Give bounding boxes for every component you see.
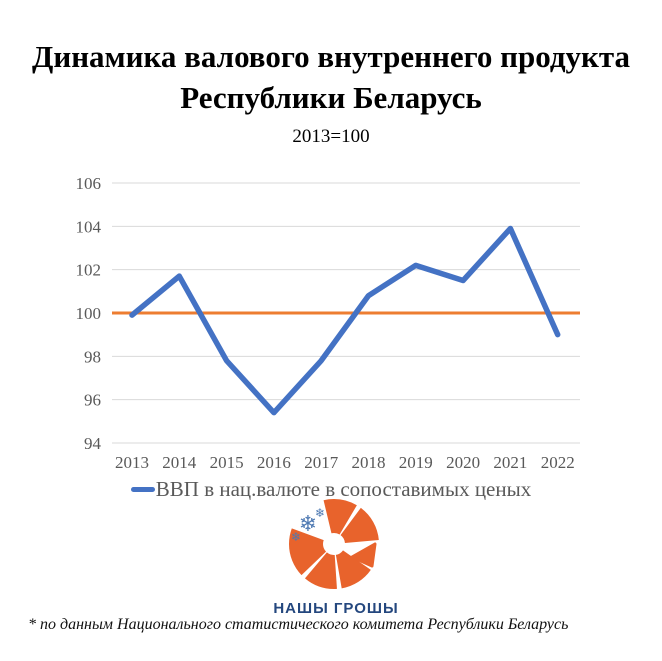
x-tick-label: 2015 bbox=[210, 453, 244, 472]
coin-detached-segment bbox=[350, 542, 377, 568]
y-tick-label: 100 bbox=[76, 304, 102, 323]
logo-text: НАШЫ ГРОШЫ bbox=[273, 600, 399, 617]
y-tick-label: 94 bbox=[84, 434, 102, 453]
y-tick-label: 98 bbox=[84, 347, 101, 366]
x-tick-label: 2014 bbox=[162, 453, 197, 472]
snowflake-icon: ❄ bbox=[315, 506, 325, 520]
y-tick-label: 96 bbox=[84, 391, 101, 410]
legend-series-label: ВВП в нац.валюте в сопоставимых ценых bbox=[155, 477, 532, 501]
y-tick-label: 104 bbox=[76, 217, 102, 236]
y-tick-label: 102 bbox=[76, 261, 102, 280]
x-tick-label: 2019 bbox=[399, 453, 433, 472]
chart-legend: ВВП в нац.валюте в сопоставимых ценых bbox=[0, 477, 662, 502]
nashy-groshy-logo: ❄ ❄ ❄ НАШЫ ГРОШЫ bbox=[266, 498, 406, 617]
x-tick-label: 2022 bbox=[541, 453, 575, 472]
source-footnote: * по данным Национального статистическог… bbox=[28, 616, 569, 633]
x-tick-label: 2016 bbox=[257, 453, 291, 472]
x-tick-label: 2021 bbox=[493, 453, 527, 472]
snowflake-icon: ❄ bbox=[299, 512, 317, 537]
coin-logo-icon: ❄ ❄ ❄ bbox=[289, 499, 379, 589]
coin-segments bbox=[289, 499, 379, 589]
x-tick-label: 2020 bbox=[446, 453, 480, 472]
chart-title: Динамика валового внутреннего продукта Р… bbox=[32, 39, 630, 115]
snowflake-icon: ❄ bbox=[291, 530, 301, 544]
x-tick-label: 2017 bbox=[304, 453, 339, 472]
gdp-series-line bbox=[129, 225, 561, 416]
legend-line-swatch bbox=[130, 487, 155, 492]
x-tick-label: 2013 bbox=[115, 453, 149, 472]
x-tick-label: 2018 bbox=[352, 453, 386, 472]
chart-subtitle: 2013=100 bbox=[292, 126, 370, 147]
y-tick-label: 106 bbox=[76, 174, 102, 193]
